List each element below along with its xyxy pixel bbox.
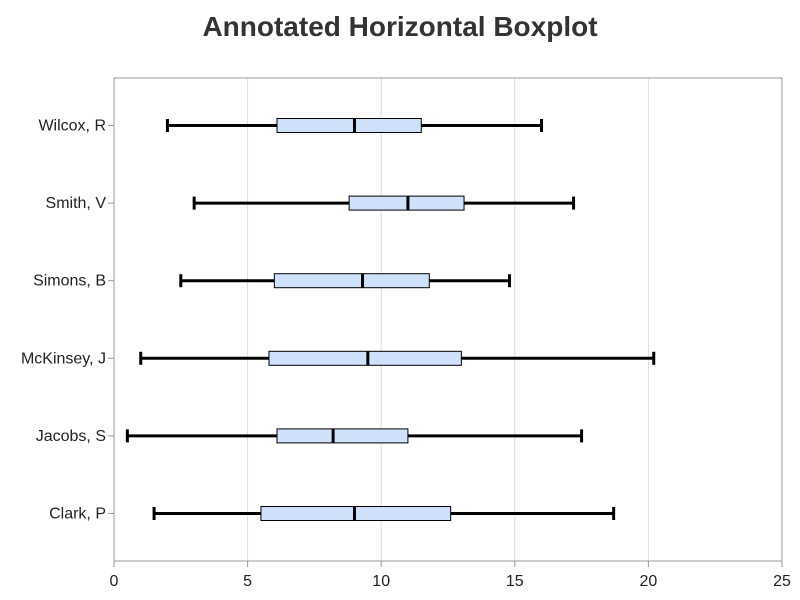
x-tick-label: 10 bbox=[372, 573, 390, 590]
box-iqr bbox=[276, 428, 409, 444]
x-tick-label: 20 bbox=[640, 573, 658, 590]
value-axis: 0 5 10 15 20 25 bbox=[110, 561, 791, 590]
box-2 bbox=[179, 273, 511, 289]
category-label: Jacobs, S bbox=[36, 428, 106, 445]
category-label: McKinsey, J bbox=[21, 350, 106, 367]
plot-area-frame bbox=[113, 77, 783, 562]
grid-lines bbox=[247, 78, 649, 561]
box-0 bbox=[165, 118, 544, 133]
box-4 bbox=[125, 428, 584, 444]
boxes bbox=[125, 118, 656, 521]
x-tick-label: 5 bbox=[243, 573, 252, 590]
box-3 bbox=[139, 350, 656, 366]
box-1 bbox=[192, 195, 576, 211]
box-5 bbox=[152, 506, 616, 521]
category-label: Smith, V bbox=[46, 195, 107, 212]
category-label: Clark, P bbox=[49, 506, 106, 523]
box-iqr bbox=[273, 273, 430, 289]
category-label: Wilcox, R bbox=[38, 118, 106, 135]
category-label: Simons, B bbox=[33, 273, 106, 290]
category-axis: Wilcox, R Smith, V Simons, B McKinsey, J Jac… bbox=[21, 118, 114, 523]
box-iqr bbox=[276, 118, 422, 133]
x-tick-label: 25 bbox=[773, 573, 791, 590]
x-tick-label: 15 bbox=[506, 573, 524, 590]
box-iqr bbox=[268, 350, 462, 366]
chart-title: Annotated Horizontal Boxplot bbox=[202, 11, 597, 42]
x-tick-label: 0 bbox=[110, 573, 119, 590]
